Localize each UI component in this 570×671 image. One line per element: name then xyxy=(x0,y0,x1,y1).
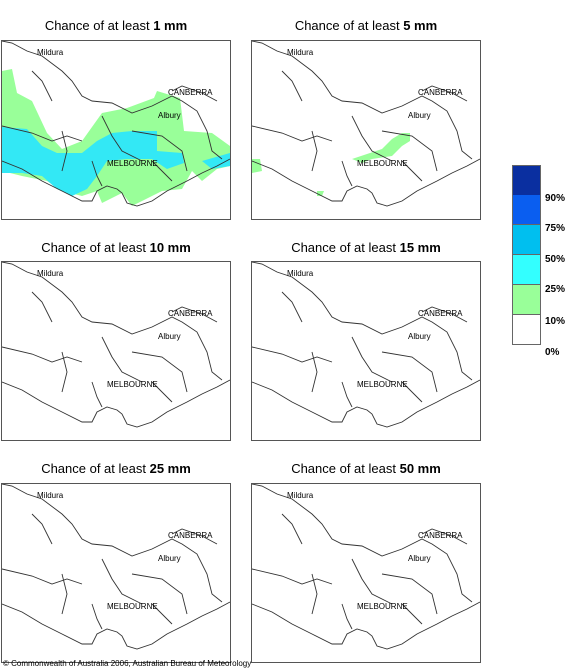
panel-title: Chance of at least 1 mm xyxy=(44,18,188,33)
label-mildura: Mildura xyxy=(287,269,314,278)
map-lines xyxy=(2,262,230,428)
legend-tick-0: 0% xyxy=(545,347,560,358)
map-lines xyxy=(252,262,480,428)
label-albury: Albury xyxy=(408,111,431,120)
label-canberra: CANBERRA xyxy=(168,88,213,97)
panel-title: Chance of at least 50 mm xyxy=(291,461,441,476)
label-mildura: Mildura xyxy=(37,48,64,57)
panel-title: Chance of at least 15 mm xyxy=(291,240,441,255)
label-canberra: CANBERRA xyxy=(168,531,213,540)
map-svg xyxy=(2,484,230,650)
legend-tick-50: 50% xyxy=(545,254,566,265)
legend-swatch-75-90 xyxy=(512,195,541,225)
label-melbourne: MELBOURNE xyxy=(107,380,158,389)
map-lines xyxy=(2,484,230,650)
label-canberra: CANBERRA xyxy=(168,309,213,318)
map-svg xyxy=(2,262,230,428)
map-svg xyxy=(252,484,480,650)
legend-tick-25: 25% xyxy=(545,284,566,295)
map-50mm: Mildura CANBERRA Albury MELBOURNE xyxy=(251,483,481,663)
legend-tick-90: 90% xyxy=(545,193,566,204)
label-melbourne: MELBOURNE xyxy=(107,602,158,611)
label-mildura: Mildura xyxy=(37,491,64,500)
legend-swatch-10-25 xyxy=(512,285,541,315)
label-albury: Albury xyxy=(158,554,181,563)
legend-swatch-50-75 xyxy=(512,225,541,255)
map-lines xyxy=(2,41,230,207)
panel-title: Chance of at least 25 mm xyxy=(41,461,191,476)
map-svg xyxy=(2,41,230,207)
panel-title: Chance of at least 10 mm xyxy=(41,240,191,255)
legend-swatch-90-100 xyxy=(512,165,541,196)
map-25mm: Mildura CANBERRA Albury MELBOURNE xyxy=(1,483,231,663)
label-mildura: Mildura xyxy=(287,48,314,57)
map-1mm: Mildura CANBERRA Albury MELBOURNE xyxy=(1,40,231,220)
shading-10-25 xyxy=(252,133,410,196)
shading-25-50 xyxy=(2,127,230,196)
copyright-notice: © Commonwealth of Australia 2006, Austra… xyxy=(3,659,252,668)
map-lines xyxy=(252,484,480,650)
label-canberra: CANBERRA xyxy=(418,88,463,97)
label-melbourne: MELBOURNE xyxy=(357,159,408,168)
map-svg xyxy=(252,262,480,428)
map-svg xyxy=(252,41,480,207)
legend-tick-10: 10% xyxy=(545,316,566,327)
legend-tick-75: 75% xyxy=(545,223,566,234)
label-melbourne: MELBOURNE xyxy=(107,159,158,168)
map-15mm: Mildura CANBERRA Albury MELBOURNE xyxy=(251,261,481,441)
panel-title: Chance of at least 5 mm xyxy=(294,18,438,33)
legend-swatch-0-10 xyxy=(512,315,541,345)
map-10mm: Mildura CANBERRA Albury MELBOURNE xyxy=(1,261,231,441)
label-canberra: CANBERRA xyxy=(418,309,463,318)
label-albury: Albury xyxy=(158,111,181,120)
label-melbourne: MELBOURNE xyxy=(357,602,408,611)
label-albury: Albury xyxy=(408,554,431,563)
label-mildura: Mildura xyxy=(287,491,314,500)
legend-swatch-25-50 xyxy=(512,255,541,285)
label-albury: Albury xyxy=(408,332,431,341)
label-canberra: CANBERRA xyxy=(418,531,463,540)
label-mildura: Mildura xyxy=(37,269,64,278)
label-melbourne: MELBOURNE xyxy=(357,380,408,389)
label-albury: Albury xyxy=(158,332,181,341)
map-lines xyxy=(252,41,480,207)
map-5mm: Mildura CANBERRA Albury MELBOURNE xyxy=(251,40,481,220)
